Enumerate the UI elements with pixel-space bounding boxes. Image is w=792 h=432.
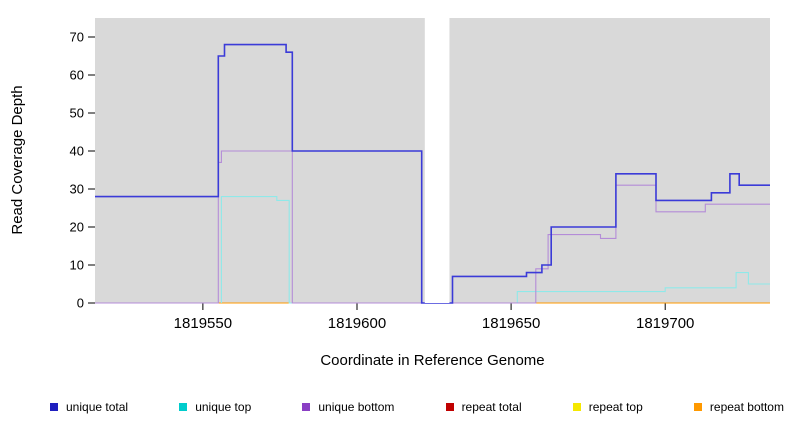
legend-swatch-icon bbox=[302, 403, 311, 411]
legend-item-repeat-top: repeat top bbox=[572, 400, 643, 414]
legend-item-unique-bottom: unique bottom bbox=[302, 400, 394, 414]
x-tick-label: 1819600 bbox=[328, 315, 386, 332]
y-axis-label: Read Coverage Depth bbox=[9, 85, 26, 235]
series-line-unique-top bbox=[220, 196, 770, 304]
legend-swatch-icon bbox=[445, 403, 454, 411]
y-tick-label: 30 bbox=[70, 182, 84, 197]
y-tick-label: 20 bbox=[70, 220, 84, 235]
legend-item-repeat-total: repeat total bbox=[445, 400, 522, 414]
series-line-unique-total bbox=[95, 43, 770, 304]
y-tick-label: 0 bbox=[77, 296, 84, 311]
legend-swatch-icon bbox=[179, 403, 188, 411]
legend-label: unique bottom bbox=[318, 400, 395, 414]
legend-label: unique top bbox=[195, 400, 252, 414]
x-tick-label: 1819700 bbox=[636, 315, 694, 332]
x-tick-label: 1819550 bbox=[174, 315, 232, 332]
y-tick-label: 50 bbox=[70, 106, 84, 121]
legend-label: repeat total bbox=[461, 400, 522, 414]
legend-swatch-icon bbox=[50, 403, 58, 411]
x-axis-label: Coordinate in Reference Genome bbox=[320, 352, 545, 369]
legend-label: unique total bbox=[66, 400, 129, 414]
y-tick-label: 70 bbox=[70, 30, 84, 45]
legend-item-unique-top: unique top bbox=[179, 400, 251, 414]
legend-label: repeat top bbox=[588, 400, 643, 414]
series-line-unique-bottom bbox=[95, 150, 770, 304]
chart-svg: 0 10 20 30 40 50 60 70 1819550 1819600 1819650 1819… bbox=[69, 11, 770, 332]
legend-swatch-icon bbox=[693, 403, 702, 411]
x-tick-label: 1819650 bbox=[482, 315, 540, 332]
no-data-gap bbox=[424, 11, 450, 303]
y-tick-label: 40 bbox=[70, 144, 84, 159]
legend-item-unique-total: unique total bbox=[50, 400, 128, 414]
legend-item-repeat-bottom: repeat bottom bbox=[693, 400, 784, 414]
legend-swatch-icon bbox=[572, 403, 581, 411]
legend-label: repeat bottom bbox=[709, 400, 784, 414]
legend: unique total unique top unique bottom repea… bbox=[50, 400, 784, 414]
y-tick-label: 10 bbox=[70, 258, 84, 273]
y-tick-label: 60 bbox=[70, 68, 84, 83]
